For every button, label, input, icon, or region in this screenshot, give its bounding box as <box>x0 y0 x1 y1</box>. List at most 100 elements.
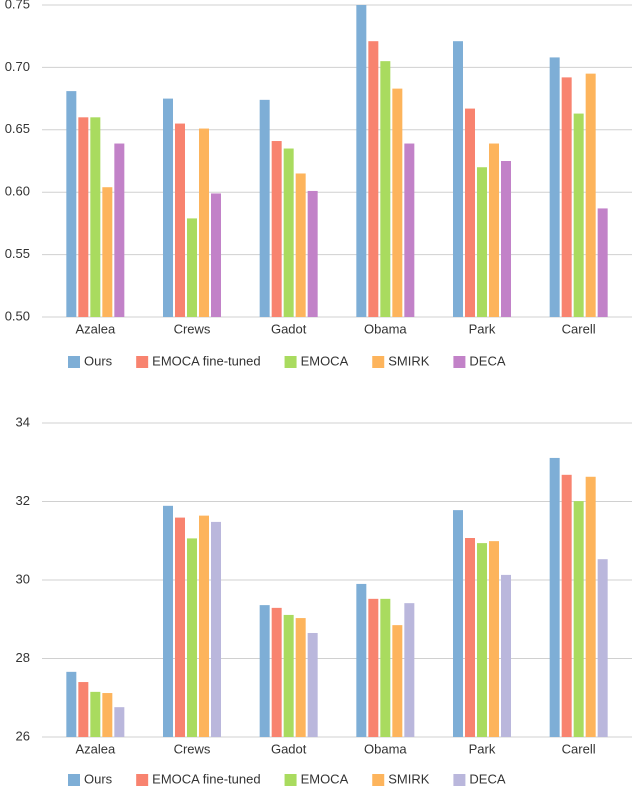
legend-swatch <box>372 774 385 786</box>
legend-label: EMOCA <box>301 353 349 368</box>
bar <box>597 208 608 317</box>
x-tick-label: Carell <box>562 741 596 756</box>
bar <box>368 598 379 737</box>
bar <box>271 607 282 737</box>
bar <box>114 707 125 737</box>
bar <box>187 538 197 737</box>
bar <box>489 541 499 737</box>
bar <box>501 574 511 737</box>
bar <box>549 457 560 737</box>
bar <box>259 99 270 318</box>
legend-swatch <box>68 774 80 786</box>
legend-label: Ours <box>84 771 113 786</box>
bar <box>489 143 499 317</box>
bar <box>211 521 221 737</box>
y-tick-label: 0.50 <box>5 308 30 323</box>
bar <box>211 193 221 317</box>
bar <box>453 510 463 737</box>
x-tick-label: Crews <box>174 321 211 336</box>
bar <box>307 632 318 737</box>
bar <box>561 77 572 317</box>
legend-swatch <box>284 774 297 786</box>
y-tick-label: 0.70 <box>5 59 30 74</box>
bar <box>380 598 391 737</box>
bar <box>549 57 560 317</box>
x-tick-label: Obama <box>364 741 407 756</box>
bar <box>295 173 306 317</box>
bar <box>404 603 415 737</box>
bar <box>295 618 306 737</box>
bar <box>307 190 318 317</box>
y-tick-label: 0.65 <box>5 121 30 136</box>
y-tick-label: 32 <box>16 493 30 508</box>
bar <box>597 559 608 737</box>
y-tick-label: 34 <box>16 414 30 429</box>
y-tick-label: 26 <box>16 728 30 743</box>
bar <box>573 113 584 318</box>
x-tick-label: Obama <box>364 321 407 336</box>
bar <box>78 117 89 317</box>
bar <box>356 583 367 737</box>
x-tick-label: Carell <box>562 321 596 336</box>
bar <box>465 538 475 737</box>
bar <box>78 682 89 737</box>
bar <box>163 98 173 317</box>
x-tick-label: Azalea <box>75 741 116 756</box>
legend-label: EMOCA fine-tuned <box>152 353 260 368</box>
bar <box>477 167 487 317</box>
bar <box>392 625 403 737</box>
legend-swatch <box>453 356 466 368</box>
bar <box>90 117 101 317</box>
bar <box>66 91 77 317</box>
bar <box>102 693 113 737</box>
bar <box>271 141 282 317</box>
legend-label: EMOCA fine-tuned <box>152 771 260 786</box>
x-tick-label: Park <box>469 741 496 756</box>
bar <box>573 501 584 737</box>
bar <box>465 108 475 317</box>
bar <box>259 605 270 737</box>
y-tick-label: 0.55 <box>5 246 30 261</box>
legend-swatch <box>136 356 149 368</box>
bar <box>102 187 113 317</box>
bar <box>561 474 572 737</box>
legend-swatch <box>372 356 385 368</box>
bar <box>283 148 294 317</box>
x-tick-label: Gadot <box>271 321 307 336</box>
bar <box>90 691 101 737</box>
legend-label: SMIRK <box>388 353 430 368</box>
bar <box>368 41 379 317</box>
bar <box>585 73 596 317</box>
x-tick-label: Azalea <box>75 321 116 336</box>
bar <box>163 505 173 737</box>
legend-swatch <box>284 356 297 368</box>
bar <box>501 161 511 317</box>
y-tick-label: 0.75 <box>5 0 30 11</box>
x-tick-label: Gadot <box>271 741 307 756</box>
x-tick-label: Park <box>469 321 496 336</box>
bar <box>199 515 209 737</box>
x-tick-label: Crews <box>174 741 211 756</box>
legend-swatch <box>453 774 466 786</box>
bar <box>392 88 403 317</box>
bar <box>175 123 185 317</box>
legend-swatch <box>136 774 149 786</box>
legend-label: SMIRK <box>388 771 430 786</box>
bar <box>585 476 596 737</box>
y-tick-label: 0.60 <box>5 184 30 199</box>
bar <box>356 5 367 317</box>
bar <box>283 614 294 737</box>
y-tick-label: 30 <box>16 571 30 586</box>
bar <box>199 128 209 317</box>
bar <box>453 41 463 317</box>
bar <box>187 218 197 317</box>
legend-swatch <box>68 356 80 368</box>
legend-label: DECA <box>469 771 505 786</box>
bar <box>380 61 391 317</box>
y-tick-label: 28 <box>16 650 30 665</box>
legend-label: EMOCA <box>301 771 349 786</box>
bar <box>114 143 125 317</box>
bar <box>175 517 185 737</box>
